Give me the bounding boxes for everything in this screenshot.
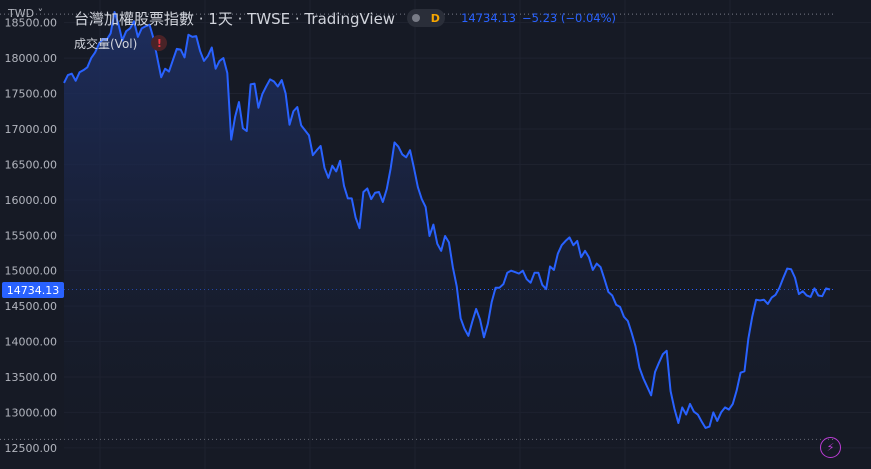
interval-badge[interactable]: D (407, 9, 446, 27)
y-tick-label: 18500.00 (5, 17, 58, 30)
price-area-fill (64, 12, 830, 463)
interval-label: D (430, 11, 440, 25)
warning-icon[interactable]: ! (151, 35, 168, 51)
y-tick-label: 18000.00 (5, 52, 58, 65)
currency-selector[interactable]: TWD ˅ (8, 7, 43, 20)
y-tick-label: 13000.00 (5, 406, 58, 419)
currency-label: TWD (8, 7, 35, 20)
current-price-tag: 14734.13 (2, 282, 64, 298)
y-tick-label: 16500.00 (5, 158, 58, 171)
y-tick-label: 12500.00 (5, 442, 58, 455)
last-price: 14734.13 (461, 11, 516, 25)
y-tick-label: 14500.00 (5, 300, 58, 313)
y-tick-label: 15500.00 (5, 229, 58, 242)
volume-indicator-label: 成交量(Vol) (74, 36, 138, 51)
price-line (63, 11, 831, 429)
y-tick-label: 16000.00 (5, 194, 58, 207)
volume-indicator-row[interactable]: 成交量(Vol) ! (74, 34, 168, 52)
y-tick-label: 14000.00 (5, 336, 58, 349)
y-tick-label: 17000.00 (5, 123, 58, 136)
status-dot-icon (412, 14, 421, 22)
legend-header: 台灣加權股票指數 · 1天 · TWSE · TradingView D 147… (74, 8, 616, 28)
price-change: −5.23 (−0.04%) (521, 11, 617, 25)
y-tick-label: 17500.00 (5, 88, 58, 101)
y-tick-label: 15000.00 (5, 265, 58, 278)
chevron-down-icon: ˅ (37, 7, 44, 20)
y-tick-label: 13500.00 (5, 371, 58, 384)
symbol-title[interactable]: 台灣加權股票指數 · 1天 · TWSE · TradingView (74, 9, 396, 28)
flash-icon[interactable]: ⚡ (820, 437, 841, 458)
